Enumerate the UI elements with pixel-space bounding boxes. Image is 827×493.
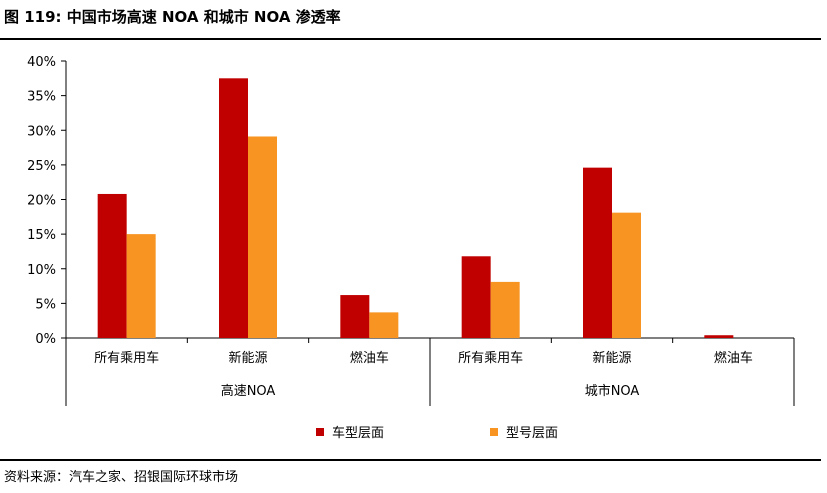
y-tick-label: 10% bbox=[27, 263, 56, 278]
y-tick-label: 40% bbox=[27, 55, 56, 70]
y-tick-label: 30% bbox=[27, 124, 56, 139]
source-note: 资料来源：汽车之家、招银国际环球市场 bbox=[4, 470, 239, 485]
y-tick-label: 35% bbox=[27, 90, 56, 105]
bar-series2 bbox=[248, 136, 277, 338]
legend-label: 车型层面 bbox=[332, 425, 384, 441]
source-rule bbox=[0, 459, 821, 461]
bar-chart: 40% 35% 30% 25% 20% 15% 10% 5% 0% 高速NOA 城市NOA 所有乘用… bbox=[27, 55, 795, 441]
group-label: 高速NOA bbox=[221, 383, 276, 399]
category-label: 新能源 bbox=[228, 350, 267, 366]
bar-series1 bbox=[583, 167, 612, 338]
category-label: 所有乘用车 bbox=[458, 350, 523, 366]
bar-series2 bbox=[126, 234, 156, 338]
bar-series1 bbox=[461, 256, 491, 338]
bar-series2 bbox=[490, 281, 520, 338]
legend-swatch bbox=[316, 428, 324, 436]
chart-title: 图 119: 中国市场高速 NOA 和城市 NOA 渗透率 bbox=[4, 8, 341, 26]
y-tick-label: 25% bbox=[27, 159, 56, 174]
bar-series1 bbox=[219, 78, 248, 338]
legend-label: 型号层面 bbox=[506, 426, 558, 441]
category-label: 燃油车 bbox=[714, 350, 753, 366]
legend-swatch bbox=[490, 428, 498, 436]
group-label: 城市NOA bbox=[585, 383, 640, 399]
category-label: 燃油车 bbox=[350, 350, 389, 366]
category-label: 新能源 bbox=[592, 350, 631, 366]
bar-series2 bbox=[612, 212, 641, 338]
bar-series1 bbox=[97, 193, 127, 338]
y-tick-label: 20% bbox=[27, 194, 56, 209]
bar-series1 bbox=[704, 335, 734, 338]
title-rule bbox=[0, 38, 821, 40]
y-tick-label: 15% bbox=[27, 228, 56, 243]
bar-series1 bbox=[340, 295, 370, 338]
y-tick-label: 0% bbox=[35, 332, 56, 347]
bar-series2 bbox=[369, 312, 399, 338]
y-tick-label: 5% bbox=[35, 297, 56, 312]
category-label: 所有乘用车 bbox=[94, 350, 159, 366]
